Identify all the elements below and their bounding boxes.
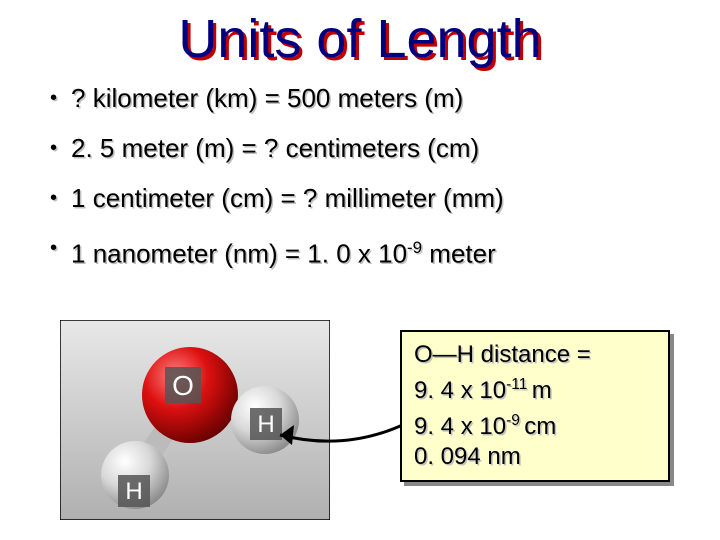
bullet-dot-icon: • bbox=[50, 132, 57, 164]
bullet-text: 1 centimeter (cm) = ? millimeter (mm) bbox=[71, 182, 504, 214]
page-title: Units of Length bbox=[0, 0, 720, 82]
hydrogen-label: H bbox=[257, 411, 274, 438]
bullet-text: 2. 5 meter (m) = ? centimeters (cm) bbox=[71, 132, 479, 164]
oxygen-label: O bbox=[172, 370, 194, 401]
bullet-text: 1 nanometer (nm) = 1. 0 x 10-9 meter bbox=[71, 232, 496, 270]
hydrogen-label: H bbox=[125, 478, 142, 505]
molecule-image: O H H bbox=[60, 320, 330, 520]
lower-area: O H H O—H distance =9. 4 x 10-11 m9. 4 x… bbox=[0, 320, 720, 540]
bullet-text: ? kilometer (km) = 500 meters (m) bbox=[71, 82, 463, 114]
bullet-item: • ? kilometer (km) = 500 meters (m) bbox=[50, 82, 690, 114]
bullet-dot-icon: • bbox=[50, 82, 57, 114]
distance-info-box: O—H distance =9. 4 x 10-11 m9. 4 x 10-9 … bbox=[400, 330, 670, 482]
bullet-item: • 2. 5 meter (m) = ? centimeters (cm) bbox=[50, 132, 690, 164]
bullet-list: • ? kilometer (km) = 500 meters (m) • 2.… bbox=[0, 82, 720, 270]
bullet-item: • 1 centimeter (cm) = ? millimeter (mm) bbox=[50, 182, 690, 214]
bullet-item: • 1 nanometer (nm) = 1. 0 x 10-9 meter bbox=[50, 232, 690, 270]
bullet-dot-icon: • bbox=[50, 182, 57, 214]
bullet-dot-icon: • bbox=[50, 232, 57, 264]
